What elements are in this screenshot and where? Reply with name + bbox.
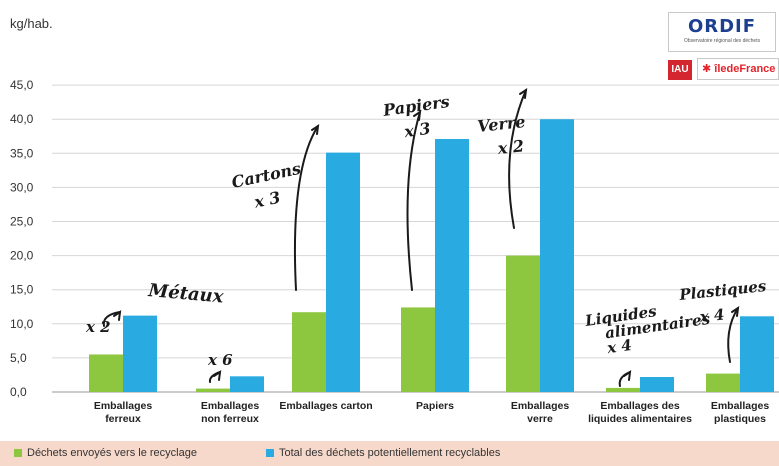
category-label: Emballages carton [279, 400, 372, 412]
y-tick-label: 20,0 [10, 249, 34, 263]
category-label: Emballages des [600, 400, 680, 412]
bar-recycled [292, 312, 326, 392]
bars [89, 119, 774, 392]
iledefrance-logo: ✱ îledeFrance [697, 58, 779, 80]
y-tick-label: 25,0 [10, 215, 34, 229]
category-label: non ferreux [201, 413, 259, 425]
annotation-text: x 4 [605, 336, 633, 357]
bar-recycled [706, 373, 740, 392]
annotation: Métaux [147, 280, 225, 308]
category-label: Emballages [201, 400, 260, 412]
bar-total [435, 138, 469, 392]
annotation: x 6 [207, 351, 233, 369]
y-tick-label: 0,0 [10, 385, 27, 399]
category-label: Papiers [416, 400, 454, 412]
bar-total [326, 152, 360, 392]
category-label: plastiques [714, 413, 766, 425]
bar-total [640, 376, 674, 392]
y-tick-label: 30,0 [10, 180, 34, 194]
bar-recycled [401, 307, 435, 392]
legend-label-recycled: Déchets envoyés vers le recyclage [27, 447, 197, 459]
y-tick-label: 45,0 [10, 78, 34, 92]
y-axis-ticks: 0,0 5,0 10,0 15,0 20,0 25,0 30,0 35,0 40,0 45,0 [10, 78, 34, 399]
annotation-text: Plastiques [678, 277, 768, 304]
y-tick-label: 10,0 [10, 317, 34, 331]
annotation-arrow [508, 87, 528, 229]
bar-recycled [89, 354, 123, 392]
ordif-logo: ORDIF Observatoire régional des déchets [668, 12, 776, 52]
ordif-logo-subtitle: Observatoire régional des déchets [683, 38, 761, 44]
bar-recycled [506, 255, 540, 392]
gridlines [52, 84, 779, 393]
bar-total [230, 376, 264, 392]
y-axis-label: kg/hab. [10, 16, 53, 31]
iau-logo: IAU [668, 60, 692, 80]
annotation-text: x 6 [207, 351, 233, 369]
annotation-text: x 3 [402, 119, 432, 142]
category-label: Emballages [511, 400, 570, 412]
annotation-text: x 3 [251, 188, 282, 212]
legend-swatch-blue [266, 449, 274, 457]
legend-item-total: Total des déchets potentiellement recycl… [266, 447, 500, 459]
annotation-arrow [406, 109, 422, 291]
bar-recycled [606, 387, 640, 392]
category-label: verre [527, 413, 553, 425]
annotation-arrow [618, 369, 632, 387]
bar-recycled [196, 388, 230, 392]
y-tick-label: 5,0 [10, 351, 27, 365]
legend-label-total: Total des déchets potentiellement recycl… [279, 447, 501, 459]
annotation-text: x 2 [85, 318, 111, 336]
y-tick-label: 15,0 [10, 283, 34, 297]
bar-total [540, 119, 574, 392]
bar-chart: 0,0 5,0 10,0 15,0 20,0 25,0 30,0 35,0 40,0 45,0 E… [10, 16, 779, 425]
annotation-arrow [293, 123, 320, 291]
y-tick-label: 35,0 [10, 146, 34, 160]
y-tick-label: 40,0 [10, 112, 34, 126]
annotation-text: Verre [476, 112, 526, 136]
legend: Déchets envoyés vers le recyclage Total … [0, 441, 779, 466]
ordif-logo-name: ORDIF [687, 16, 757, 37]
legend-item-recycled: Déchets envoyés vers le recyclage [14, 447, 197, 459]
bar-total [740, 316, 774, 392]
category-label: ferreux [105, 413, 141, 425]
annotation: x 2 [85, 318, 111, 336]
annotation-text: Métaux [147, 280, 225, 308]
legend-swatch-green [14, 449, 22, 457]
category-label: Emballages [94, 400, 153, 412]
annotation-text: x 4 [698, 305, 725, 326]
bar-total [123, 315, 157, 392]
annotation-arrow [208, 369, 222, 383]
category-label: liquides alimentaires [588, 413, 692, 425]
annotation-arrow [727, 305, 740, 363]
category-label: Emballages [711, 400, 770, 412]
annotation-arrow [102, 309, 122, 327]
